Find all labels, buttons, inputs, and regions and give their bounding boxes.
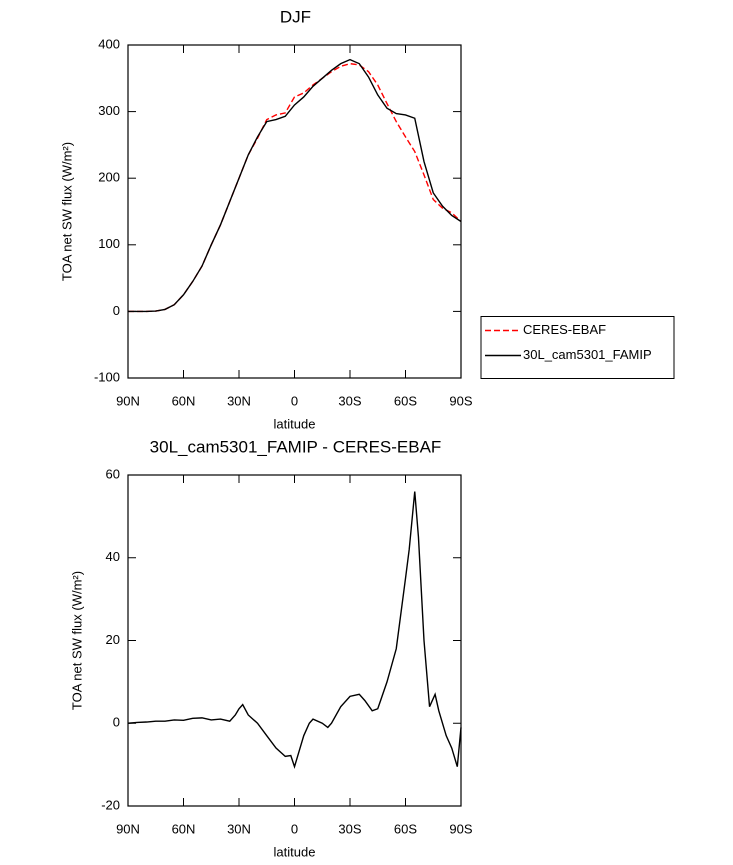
legend-box [480, 316, 675, 379]
x-axis-label: latitude [274, 844, 316, 859]
y-tick-label: 0 [113, 715, 120, 730]
x-tick-label: 60S [394, 821, 417, 836]
y-tick-label: -100 [94, 369, 120, 384]
y-tick-label: 20 [106, 632, 120, 647]
x-tick-label: 30S [338, 393, 361, 408]
x-axis-label: latitude [274, 416, 316, 431]
data-line [128, 62, 462, 313]
x-tick-label: 0 [291, 393, 298, 408]
y-tick-label: -20 [101, 797, 120, 812]
x-tick-label: 30N [227, 393, 251, 408]
x-tick-label: 90S [449, 821, 472, 836]
y-tick-label: 300 [98, 103, 120, 118]
y-tick-label: 200 [98, 170, 120, 185]
y-axis-label: TOA net SW flux (W/m²) [69, 571, 84, 710]
chart-title: 30L_cam5301_FAMIP - CERES-EBAF [150, 437, 442, 456]
y-tick-label: 100 [98, 236, 120, 251]
x-tick-label: 60S [394, 393, 417, 408]
y-tick-label: 60 [106, 466, 120, 481]
y-axis-label: TOA net SW flux (W/m²) [59, 142, 74, 281]
chart-title: DJF [280, 7, 311, 26]
data-line [127, 491, 462, 770]
plot-frame [127, 474, 462, 807]
y-tick-label: 400 [98, 36, 120, 51]
data-line [128, 58, 462, 313]
plot-frame [127, 44, 462, 379]
x-tick-label: 60N [172, 393, 196, 408]
y-tick-label: 40 [106, 549, 120, 564]
y-tick-label: 0 [113, 303, 120, 318]
x-tick-label: 30S [338, 821, 361, 836]
x-tick-label: 90N [116, 821, 140, 836]
x-tick-label: 60N [172, 821, 196, 836]
x-tick-label: 30N [227, 821, 251, 836]
legend-label: 30L_cam5301_FAMIP [523, 347, 652, 362]
x-tick-label: 90S [449, 393, 472, 408]
x-tick-label: 90N [116, 393, 140, 408]
legend-label: CERES-EBAF [523, 322, 606, 337]
x-tick-label: 0 [291, 821, 298, 836]
